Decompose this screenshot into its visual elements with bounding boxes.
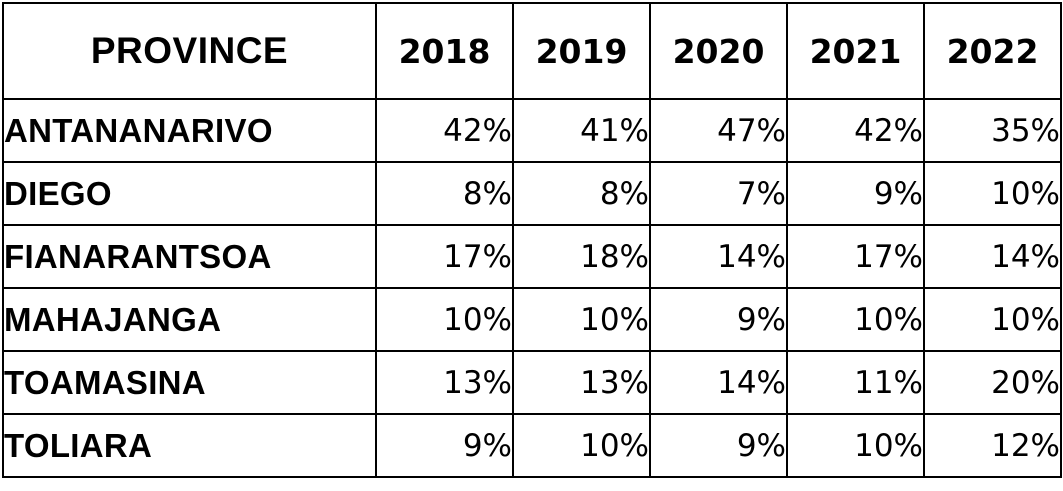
province-name: DIEGO	[2, 161, 377, 226]
value-cell: 47%	[649, 98, 788, 163]
value-cell: 9%	[649, 287, 788, 352]
value-cell: 10%	[375, 287, 514, 352]
value-cell: 10%	[786, 287, 925, 352]
province-name: TOLIARA	[2, 413, 377, 478]
value-cell: 42%	[786, 98, 925, 163]
value-cell: 10%	[512, 287, 651, 352]
header-year-2019: 2019	[512, 2, 651, 100]
value-cell: 20%	[923, 350, 1062, 415]
value-cell: 9%	[649, 413, 788, 478]
table-row: MAHAJANGA 10% 10% 9% 10% 10%	[2, 287, 1062, 352]
header-year-2020: 2020	[649, 2, 788, 100]
value-cell: 9%	[786, 161, 925, 226]
value-cell: 10%	[923, 161, 1062, 226]
table-row: DIEGO 8% 8% 7% 9% 10%	[2, 161, 1062, 226]
value-cell: 14%	[649, 224, 788, 289]
value-cell: 10%	[923, 287, 1062, 352]
value-cell: 17%	[786, 224, 925, 289]
value-cell: 41%	[512, 98, 651, 163]
table-row: TOLIARA 9% 10% 9% 10% 12%	[2, 413, 1062, 478]
value-cell: 14%	[649, 350, 788, 415]
value-cell: 10%	[786, 413, 925, 478]
province-name: ANTANANARIVO	[2, 98, 377, 163]
value-cell: 12%	[923, 413, 1062, 478]
value-cell: 11%	[786, 350, 925, 415]
value-cell: 8%	[512, 161, 651, 226]
value-cell: 13%	[375, 350, 514, 415]
province-name: MAHAJANGA	[2, 287, 377, 352]
value-cell: 7%	[649, 161, 788, 226]
value-cell: 9%	[375, 413, 514, 478]
table-row: TOAMASINA 13% 13% 14% 11% 20%	[2, 350, 1062, 415]
province-share-table: PROVINCE 2018 2019 2020 2021 2022 ANTANA…	[2, 2, 1062, 478]
province-name: FIANARANTSOA	[2, 224, 377, 289]
value-cell: 42%	[375, 98, 514, 163]
value-cell: 13%	[512, 350, 651, 415]
table-row: ANTANANARIVO 42% 41% 47% 42% 35%	[2, 98, 1062, 163]
header-year-2021: 2021	[786, 2, 925, 100]
header-province: PROVINCE	[2, 2, 377, 100]
province-name: TOAMASINA	[2, 350, 377, 415]
value-cell: 14%	[923, 224, 1062, 289]
header-row: PROVINCE 2018 2019 2020 2021 2022	[2, 2, 1062, 100]
table-row: FIANARANTSOA 17% 18% 14% 17% 14%	[2, 224, 1062, 289]
value-cell: 18%	[512, 224, 651, 289]
header-year-2018: 2018	[375, 2, 514, 100]
value-cell: 17%	[375, 224, 514, 289]
header-year-2022: 2022	[923, 2, 1062, 100]
value-cell: 8%	[375, 161, 514, 226]
value-cell: 10%	[512, 413, 651, 478]
value-cell: 35%	[923, 98, 1062, 163]
